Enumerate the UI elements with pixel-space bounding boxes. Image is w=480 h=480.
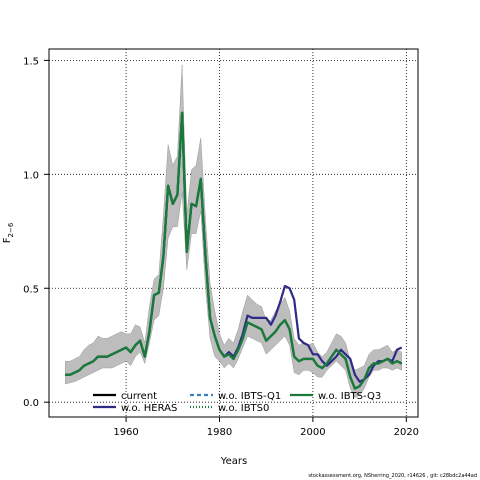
series-line-wo-ibts-q3 (65, 111, 403, 390)
x-tick-label-1980: 1980 (207, 427, 232, 438)
legend-label-wo-ibts-q1: w.o. IBTS-Q1 (218, 391, 281, 402)
y-tick-label-1: 0.5 (23, 284, 39, 295)
legend-label-wo-ibts-q3: w.o. IBTS-Q3 (318, 391, 381, 402)
legend-label-current: current (121, 391, 157, 402)
plot-frame (48, 48, 419, 418)
y-tick-label-2: 1.0 (23, 170, 39, 181)
y-tick-label-3: 1.5 (23, 56, 39, 67)
x-tick-label-1960: 1960 (113, 427, 138, 438)
legend-label-wo-heras: w.o. HERAS (121, 403, 177, 414)
axes: 1960 1980 2000 2020 0.0 0.5 1.0 1.5 (23, 56, 419, 438)
x-tick-label-2020: 2020 (394, 427, 419, 438)
y-tick-label-0: 0.0 (23, 398, 39, 409)
confidence-band-layer (65, 64, 402, 398)
legend-label-wo-ibts0: w.o. IBTS0 (218, 403, 269, 414)
confidence-band (65, 64, 402, 398)
x-axis-label: Years (220, 456, 247, 467)
y-axis-label-main: F (2, 237, 13, 243)
y-axis-label: F2−6 (2, 222, 15, 243)
x-tick-label-2000: 2000 (300, 427, 325, 438)
series-lines-layer (65, 111, 403, 390)
y-axis-label-subscript: 2−6 (7, 222, 15, 237)
footer-credit: stockassessment.org, NSherring_2020, r14… (308, 473, 477, 479)
